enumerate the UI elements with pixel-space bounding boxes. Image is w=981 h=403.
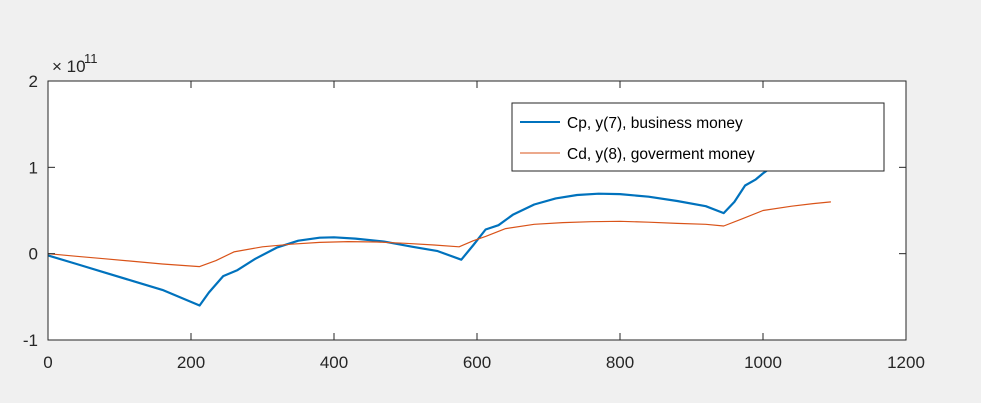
x-tick-label: 200 bbox=[177, 353, 205, 372]
x-tick-label: 800 bbox=[606, 353, 634, 372]
legend-label-cp: Cp, y(7), business money bbox=[567, 115, 743, 132]
legend: Cp, y(7), business money Cd, y(8), gover… bbox=[511, 102, 885, 172]
y-exponent-power: 11 bbox=[84, 51, 98, 66]
y-tick-label: 1 bbox=[29, 158, 38, 177]
series-line-cp bbox=[47, 167, 771, 307]
x-tick-label: 0 bbox=[43, 353, 52, 372]
y-tick-label: 2 bbox=[29, 72, 38, 91]
x-tick-label: 600 bbox=[463, 353, 491, 372]
legend-box bbox=[511, 102, 885, 172]
ticks-layer: 0 200 400 600 800 1000 1200 -1 0 1 2 bbox=[23, 72, 925, 372]
y-exponent-label: × 10 bbox=[52, 57, 86, 76]
x-tick-label: 1200 bbox=[887, 353, 925, 372]
x-tick-label: 400 bbox=[320, 353, 348, 372]
y-exponent: × 10 11 bbox=[52, 51, 98, 76]
y-tick-label: -1 bbox=[23, 331, 38, 350]
series-line-cd bbox=[47, 201, 831, 268]
series-layer bbox=[47, 167, 831, 307]
legend-label-cd: Cd, y(8), goverment money bbox=[567, 146, 755, 163]
x-tick-label: 1000 bbox=[744, 353, 782, 372]
y-tick-label: 0 bbox=[29, 245, 38, 264]
